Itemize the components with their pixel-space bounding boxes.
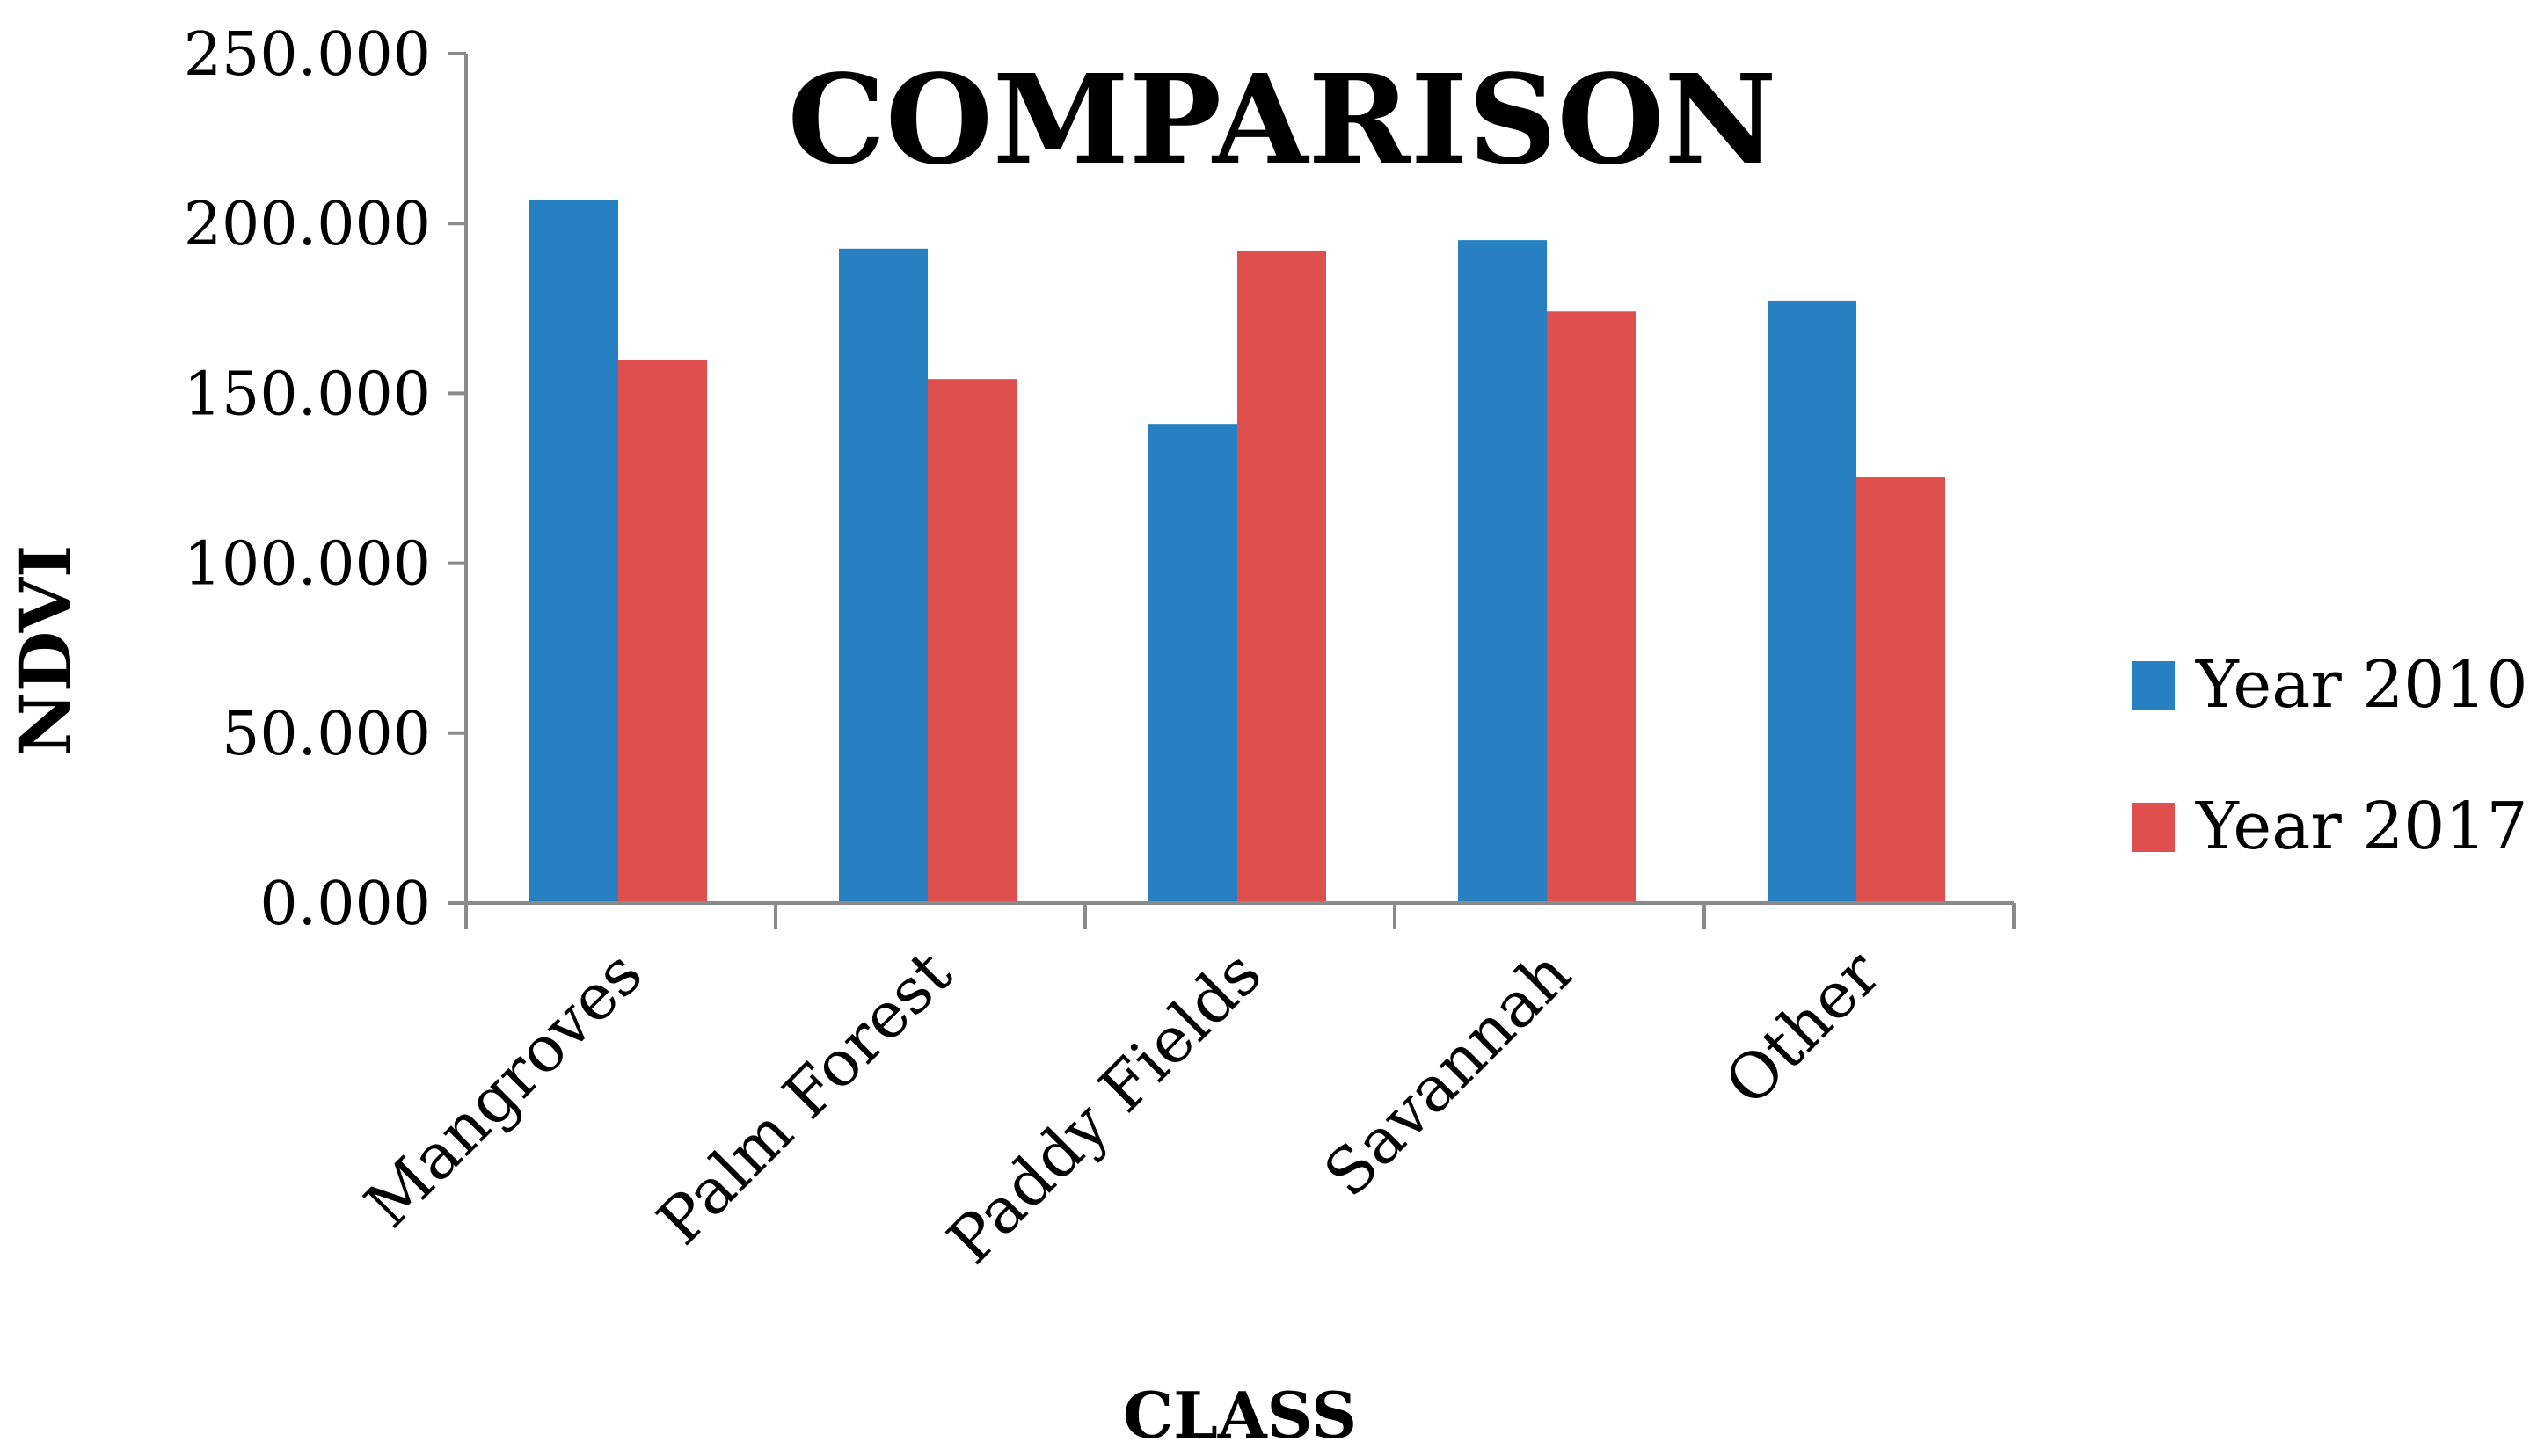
- legend-item-2010: Year 2010: [2132, 647, 2528, 723]
- y-tick-label: 0.000: [259, 870, 431, 939]
- legend-swatch-2010: [2132, 661, 2175, 710]
- x-axis-title: CLASS: [1123, 1378, 1357, 1452]
- bar-palm-forest-2010: [839, 248, 928, 904]
- axes-layer: [448, 54, 2014, 905]
- x-category-label: Mangroves: [351, 936, 656, 1241]
- legend: Year 2010 Year 2017: [2132, 647, 2528, 864]
- legend-label-2017: Year 2017: [2195, 789, 2528, 864]
- bar-savannah-2010: [1458, 240, 1547, 903]
- bar-paddy-fields-2017: [1237, 251, 1326, 903]
- bar-palm-forest-2017: [928, 379, 1017, 903]
- x-category-label: Palm Forest: [643, 936, 966, 1259]
- x-category-label: Savannah: [1310, 936, 1585, 1211]
- y-tick-label: 250.000: [184, 20, 431, 90]
- y-tick-label: 200.000: [184, 190, 431, 259]
- x-ticks: [464, 903, 2016, 929]
- y-tick-label: 100.000: [184, 530, 431, 600]
- bars-layer: [529, 200, 1945, 904]
- bar-savannah-2017: [1547, 311, 1636, 903]
- x-category-label: Other: [1710, 935, 1894, 1119]
- legend-swatch-2017: [2132, 803, 2175, 852]
- y-tick-label: 150.000: [184, 360, 431, 429]
- legend-item-2017: Year 2017: [2132, 789, 2528, 864]
- bar-other-2017: [1856, 477, 1945, 903]
- legend-label-2010: Year 2010: [2195, 647, 2528, 723]
- chart-title: COMPARISON: [788, 48, 1777, 193]
- bar-paddy-fields-2010: [1148, 424, 1237, 903]
- bar-other-2010: [1768, 300, 1856, 903]
- y-axis-title: NDVI: [4, 545, 87, 757]
- x-category-label: Paddy Fields: [933, 936, 1275, 1278]
- y-ticks: 0.000 50.000 100.000 150.000 200.000 250.000: [184, 20, 466, 939]
- bar-mangroves-2010: [529, 200, 618, 904]
- y-tick-label: 50.000: [222, 700, 431, 769]
- bar-mangroves-2017: [618, 360, 707, 904]
